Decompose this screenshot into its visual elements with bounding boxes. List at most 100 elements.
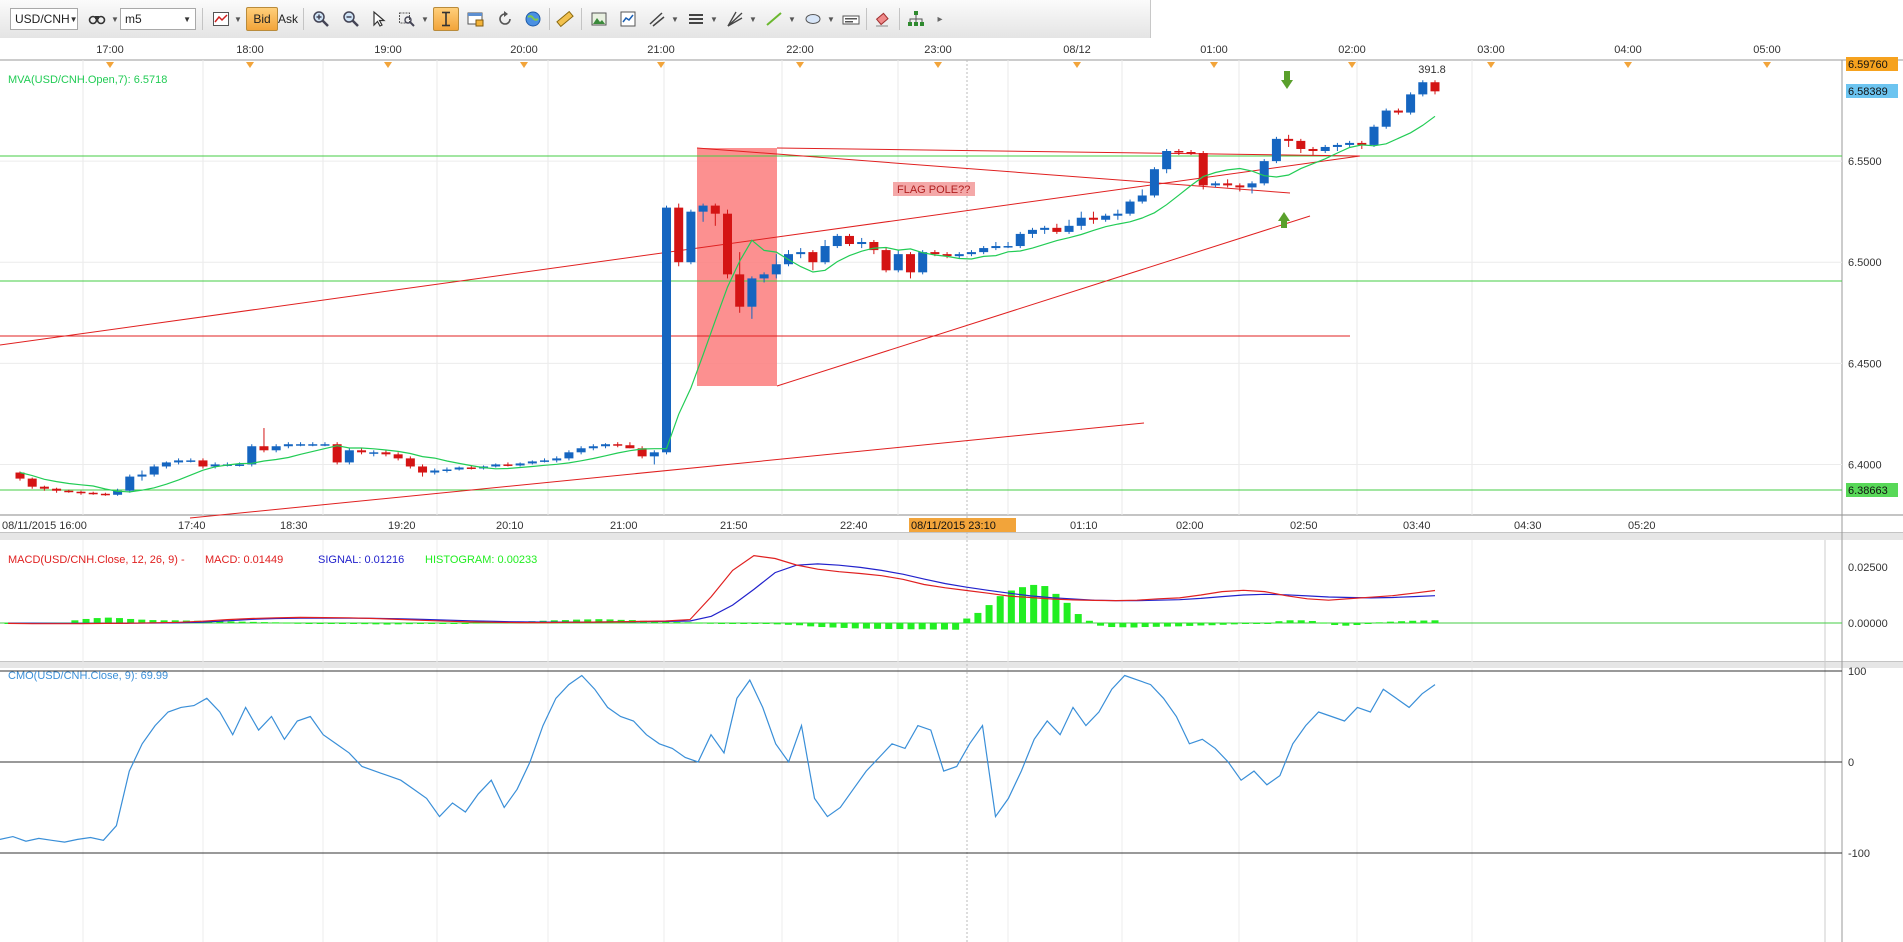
macd-tick: 0.02500 bbox=[1848, 562, 1888, 574]
chevron-down-icon[interactable]: ▼ bbox=[671, 14, 679, 24]
zoom-in-icon bbox=[313, 11, 329, 27]
symbol-select[interactable]: USD/CNH ▼ bbox=[10, 8, 78, 30]
top-axis-label: 05:00 bbox=[1753, 44, 1781, 56]
zoom-in-button[interactable] bbox=[308, 7, 334, 31]
zoom-area-button[interactable] bbox=[394, 7, 420, 31]
line-tools-button[interactable] bbox=[644, 7, 670, 31]
candle bbox=[52, 488, 62, 491]
candle bbox=[503, 464, 513, 466]
cursor-tool-button[interactable] bbox=[366, 7, 392, 31]
trendline-button[interactable] bbox=[761, 7, 787, 31]
macd-histogram-bar bbox=[1097, 623, 1105, 626]
zoom-area-icon bbox=[399, 12, 415, 27]
zoom-out-button[interactable] bbox=[338, 7, 364, 31]
macd-histogram-bar bbox=[361, 623, 369, 625]
candle bbox=[296, 444, 306, 446]
macd-histogram-bar bbox=[1241, 623, 1249, 624]
eraser-button[interactable] bbox=[870, 7, 896, 31]
macd-histogram-bar bbox=[963, 618, 971, 623]
chevron-down-icon: ▼ bbox=[183, 14, 191, 24]
fan-tools-button[interactable] bbox=[722, 7, 748, 31]
chart-window-button[interactable] bbox=[462, 7, 488, 31]
macd-histogram-bar bbox=[940, 623, 948, 630]
candle bbox=[1101, 215, 1111, 220]
chevron-down-icon[interactable]: ▼ bbox=[421, 14, 429, 24]
macd-histogram-bar bbox=[1331, 623, 1339, 626]
binoculars-icon bbox=[88, 15, 106, 25]
object-tree-button[interactable] bbox=[903, 7, 929, 31]
macd-histogram-bar bbox=[160, 620, 168, 623]
macd-histogram-bar bbox=[305, 623, 313, 624]
chevron-down-icon[interactable]: ▼ bbox=[111, 14, 119, 24]
candle bbox=[576, 448, 586, 453]
candle bbox=[15, 472, 25, 479]
macd-histogram-bar bbox=[338, 623, 346, 624]
macd-histogram-bar bbox=[851, 623, 859, 629]
bid-button[interactable]: Bid bbox=[246, 7, 278, 31]
macd-histogram-bar bbox=[216, 621, 224, 623]
macd-histogram-bar bbox=[1085, 620, 1093, 623]
scale-tool-button[interactable] bbox=[433, 7, 459, 31]
image-icon bbox=[591, 12, 607, 26]
candle bbox=[1430, 82, 1440, 92]
macd-histogram-bar bbox=[818, 623, 826, 628]
macd-histogram-bar bbox=[1219, 623, 1227, 625]
macd-histogram-bar bbox=[350, 623, 358, 624]
price-tick: 6.5000 bbox=[1848, 257, 1882, 269]
chevron-down-icon[interactable]: ▼ bbox=[788, 14, 796, 24]
globe-button[interactable] bbox=[520, 7, 546, 31]
candle bbox=[1040, 227, 1050, 230]
candle bbox=[820, 246, 830, 263]
macd-histogram-bar bbox=[829, 623, 837, 628]
template-button[interactable] bbox=[615, 7, 641, 31]
toolbar-separator bbox=[899, 8, 900, 30]
candle bbox=[1235, 185, 1245, 188]
candle bbox=[405, 458, 415, 467]
insert-image-button[interactable] bbox=[586, 7, 612, 31]
candle bbox=[869, 242, 879, 251]
candle bbox=[625, 445, 635, 449]
candle bbox=[308, 444, 318, 446]
candle bbox=[113, 490, 123, 495]
macd-histogram-bar bbox=[283, 622, 291, 624]
macd-histogram-bar bbox=[1030, 584, 1038, 623]
ruler-button[interactable] bbox=[552, 7, 578, 31]
candle bbox=[186, 460, 196, 462]
trend-line bbox=[189, 422, 1145, 519]
timeframe-select[interactable]: m5 ▼ bbox=[120, 8, 196, 30]
chevron-down-icon[interactable]: ▼ bbox=[827, 14, 835, 24]
text-tool-button[interactable] bbox=[838, 7, 864, 31]
template-icon bbox=[620, 11, 636, 27]
time-axis-label: 18:30 bbox=[280, 520, 308, 532]
macd-histogram-bar bbox=[1375, 622, 1383, 624]
pointer-icon bbox=[373, 10, 386, 27]
chevron-down-icon[interactable]: ▼ bbox=[749, 14, 757, 24]
time-axis-label: 08/11/2015 16:00 bbox=[2, 520, 87, 532]
top-axis-label: 20:00 bbox=[510, 44, 538, 56]
flag-pole-annotation: FLAG POLE?? bbox=[897, 184, 970, 196]
macd-histogram-bar bbox=[93, 618, 101, 623]
candle bbox=[344, 450, 354, 463]
macd-histogram-bar bbox=[1007, 590, 1015, 623]
crosshair-tool-button[interactable] bbox=[84, 7, 110, 31]
chevron-down-icon[interactable]: ▼ bbox=[710, 14, 718, 24]
channel-tools-button[interactable] bbox=[683, 7, 709, 31]
macd-histogram-bar bbox=[1063, 602, 1071, 623]
macd-histogram-bar bbox=[171, 620, 179, 623]
session-marker bbox=[934, 62, 942, 68]
candle bbox=[247, 446, 257, 465]
candle bbox=[1198, 153, 1208, 186]
shape-tools-button[interactable] bbox=[800, 7, 826, 31]
macd-histogram-bar bbox=[1163, 623, 1171, 627]
time-axis-label: 21:50 bbox=[720, 520, 748, 532]
price-tick: 6.4500 bbox=[1848, 358, 1882, 370]
macd-histogram-bar bbox=[82, 618, 90, 623]
candle bbox=[1003, 246, 1013, 248]
refresh-button[interactable] bbox=[492, 7, 518, 31]
macd-histogram-bar bbox=[461, 623, 469, 624]
toolbar-overflow-button[interactable]: ▸ bbox=[937, 13, 943, 25]
chevron-down-icon[interactable]: ▼ bbox=[234, 14, 242, 24]
macd-histogram-bar bbox=[428, 623, 436, 624]
ask-button[interactable]: Ask bbox=[277, 12, 298, 26]
chart-type-button[interactable] bbox=[208, 7, 234, 31]
